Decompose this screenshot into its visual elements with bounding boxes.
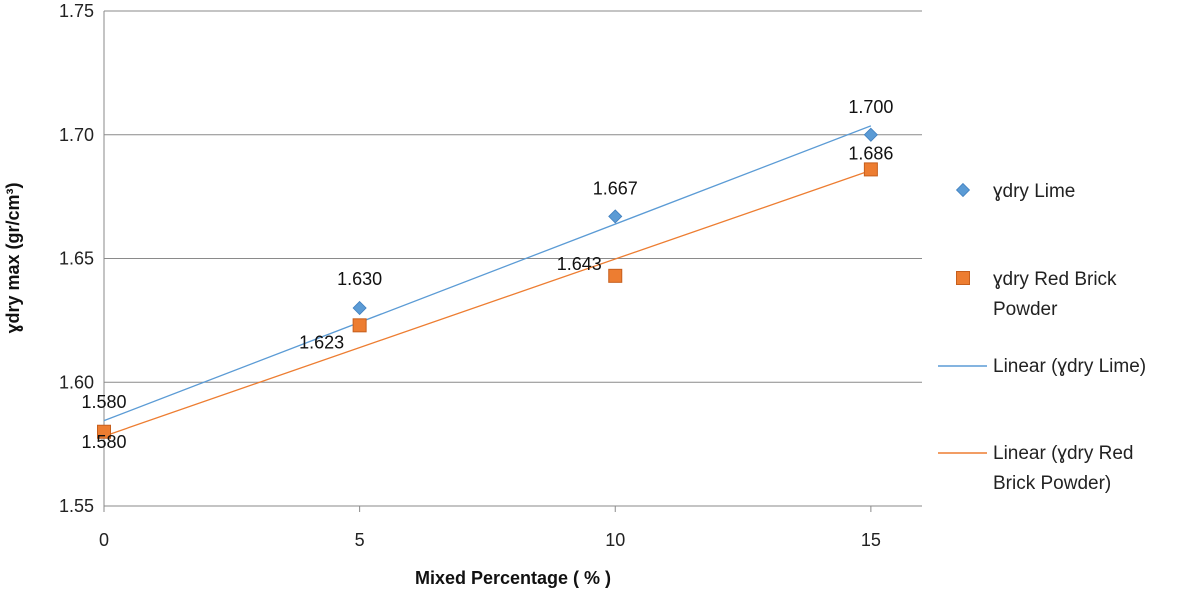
lime-point xyxy=(608,209,623,224)
lime-point xyxy=(352,300,367,316)
axes xyxy=(103,11,922,512)
x-tick-label: 15 xyxy=(861,530,881,550)
legend: ɣdry Lime ɣdry Red Brick Powder Linear (ɣdr… xyxy=(938,181,1146,494)
x-tick-label: 10 xyxy=(605,530,625,550)
brick-point xyxy=(352,318,367,333)
data-label: 1.667 xyxy=(593,178,638,198)
y-axis-title: ɣdry max (gr/cm³) xyxy=(3,182,23,333)
gridlines xyxy=(104,10,922,507)
data-label: 1.623 xyxy=(299,332,344,352)
y-tick-label: 1.60 xyxy=(59,372,94,392)
y-tick-label: 1.55 xyxy=(59,496,94,516)
legend-label: ɣdry Lime xyxy=(993,181,1075,202)
legend-label: Linear (ɣdry Red xyxy=(993,443,1133,464)
legend-diamond-icon xyxy=(955,182,971,198)
legend-label: Linear (ɣdry Lime) xyxy=(993,356,1146,377)
x-axis-title: Mixed Percentage ( % ) xyxy=(415,568,611,588)
y-tick-label: 1.75 xyxy=(59,1,94,21)
data-label: 1.700 xyxy=(848,97,893,117)
legend-square-icon xyxy=(956,271,970,285)
x-tick-label: 5 xyxy=(355,530,365,550)
data-label: 1.630 xyxy=(337,269,382,289)
trendline xyxy=(103,125,872,422)
brick-point xyxy=(863,162,878,177)
data-labels: 1.580 1.630 1.667 1.700 1.580 1.623 1.643 1.686 xyxy=(81,97,893,452)
data-label: 1.580 xyxy=(81,432,126,452)
legend-label: Powder xyxy=(993,299,1058,320)
brick-point xyxy=(97,424,111,439)
lime-point xyxy=(863,127,878,142)
x-tick-label: 0 xyxy=(99,530,109,550)
brick-point xyxy=(608,268,623,283)
y-tick-label: 1.65 xyxy=(59,249,94,269)
data-points xyxy=(96,127,878,439)
tick-labels: 1.55 1.60 1.65 1.70 1.75 0 5 10 15 xyxy=(59,1,881,550)
legend-label: ɣdry Red Brick xyxy=(993,269,1117,290)
data-label: 1.580 xyxy=(81,392,126,412)
legend-label: Brick Powder) xyxy=(993,473,1111,494)
data-label: 1.643 xyxy=(557,254,602,274)
trendline xyxy=(103,169,872,437)
data-label: 1.686 xyxy=(848,143,893,163)
y-tick-label: 1.70 xyxy=(59,125,94,145)
trendlines xyxy=(103,125,872,437)
